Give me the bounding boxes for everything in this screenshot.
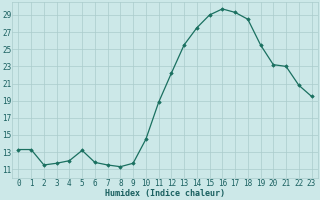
X-axis label: Humidex (Indice chaleur): Humidex (Indice chaleur) [105, 189, 225, 198]
